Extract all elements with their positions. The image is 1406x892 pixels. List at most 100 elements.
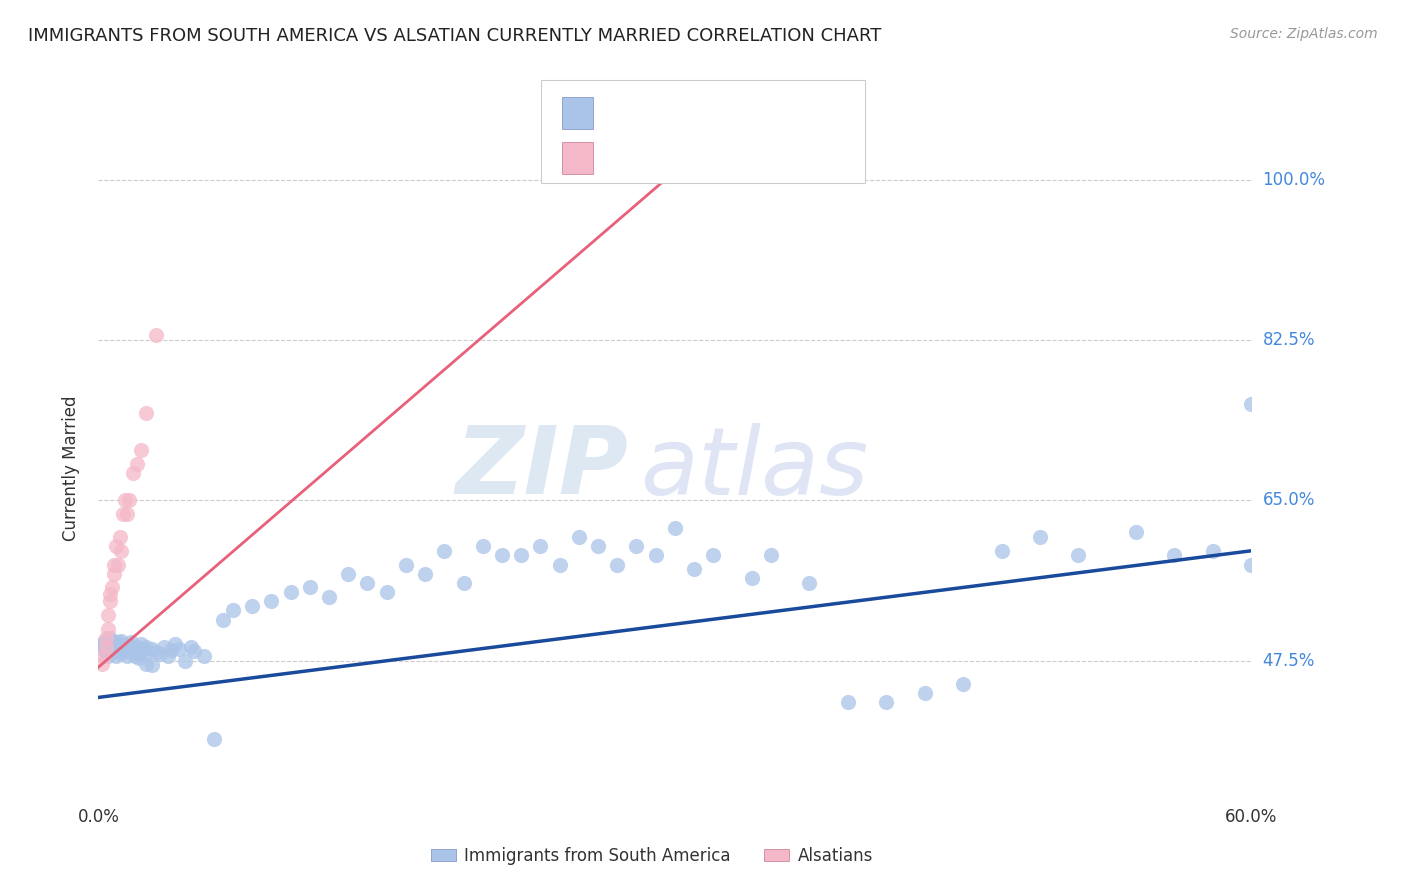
Point	[110, 638, 132, 652]
Point	[122, 466, 145, 480]
Point	[134, 648, 156, 662]
Point	[97, 607, 120, 622]
Point	[108, 530, 131, 544]
Point	[548, 558, 571, 572]
Point	[98, 642, 121, 657]
Point	[453, 575, 475, 590]
Point	[141, 641, 163, 656]
Point	[837, 695, 859, 709]
Point	[97, 649, 120, 664]
Point	[104, 539, 127, 553]
Point	[97, 632, 120, 647]
Point	[91, 657, 114, 671]
Point	[135, 657, 157, 671]
Point	[167, 641, 190, 656]
Point	[97, 622, 120, 636]
Point	[101, 635, 124, 649]
Point	[112, 507, 135, 521]
Point	[101, 640, 124, 654]
Text: R =: R =	[607, 149, 644, 167]
Point	[280, 585, 302, 599]
Point	[135, 406, 157, 420]
Text: Source: ZipAtlas.com: Source: ZipAtlas.com	[1230, 27, 1378, 41]
Point	[107, 635, 129, 649]
Point	[183, 643, 205, 657]
Point	[759, 549, 782, 563]
Text: R =: R =	[607, 103, 644, 122]
Point	[990, 543, 1012, 558]
Text: 82.5%: 82.5%	[1263, 331, 1315, 349]
Point	[93, 641, 115, 656]
Point	[683, 562, 706, 576]
Point	[117, 641, 138, 656]
Point	[122, 644, 145, 658]
Text: 0.438: 0.438	[640, 103, 688, 122]
Point	[98, 587, 121, 601]
Point	[586, 539, 609, 553]
Text: 47.5%: 47.5%	[1263, 652, 1315, 670]
Point	[125, 640, 148, 654]
Point	[222, 603, 245, 617]
Point	[135, 640, 157, 654]
Point	[93, 635, 115, 649]
Point	[107, 640, 129, 654]
Point	[875, 695, 897, 709]
Point	[1125, 525, 1147, 540]
Point	[110, 633, 132, 648]
Point	[129, 637, 152, 651]
Point	[114, 493, 136, 508]
Point	[94, 634, 117, 648]
Point	[118, 638, 141, 652]
Point	[260, 594, 283, 608]
Point	[471, 539, 494, 553]
Point	[103, 558, 125, 572]
Point	[107, 558, 129, 572]
Point	[125, 457, 148, 471]
Point	[240, 599, 263, 613]
Point	[180, 640, 202, 654]
Point	[606, 558, 628, 572]
Point	[212, 613, 235, 627]
Point	[107, 643, 129, 657]
Point	[117, 649, 138, 664]
Point	[193, 649, 215, 664]
Point	[98, 638, 121, 652]
Text: 24: 24	[725, 149, 752, 167]
Point	[117, 507, 138, 521]
Point	[337, 566, 360, 581]
Point	[491, 549, 513, 563]
Point	[160, 642, 183, 657]
Text: 0.840: 0.840	[640, 149, 688, 167]
Point	[1202, 543, 1225, 558]
Point	[141, 658, 163, 673]
Point	[91, 638, 114, 652]
Y-axis label: Currently Married: Currently Married	[62, 395, 80, 541]
Point	[97, 641, 120, 656]
Text: 100.0%: 100.0%	[1263, 170, 1326, 188]
Point	[952, 676, 974, 690]
Point	[529, 539, 551, 553]
Point	[114, 643, 136, 657]
Point	[93, 649, 115, 664]
Point	[156, 649, 179, 664]
Point	[112, 640, 135, 654]
Point	[129, 442, 152, 457]
Point	[568, 530, 591, 544]
Point	[395, 558, 418, 572]
Point	[799, 575, 821, 590]
Point	[149, 648, 172, 662]
Point	[356, 575, 378, 590]
Point	[122, 640, 145, 654]
Point	[145, 328, 167, 343]
Point	[318, 590, 340, 604]
Text: 65.0%: 65.0%	[1263, 491, 1315, 509]
Point	[413, 566, 436, 581]
Point	[914, 686, 936, 700]
Point	[124, 649, 146, 664]
Point	[510, 549, 533, 563]
Legend: Immigrants from South America, Alsatians: Immigrants from South America, Alsatians	[425, 840, 879, 871]
Point	[152, 640, 174, 654]
Point	[1163, 549, 1185, 563]
Point	[128, 651, 150, 665]
Point	[103, 637, 125, 651]
